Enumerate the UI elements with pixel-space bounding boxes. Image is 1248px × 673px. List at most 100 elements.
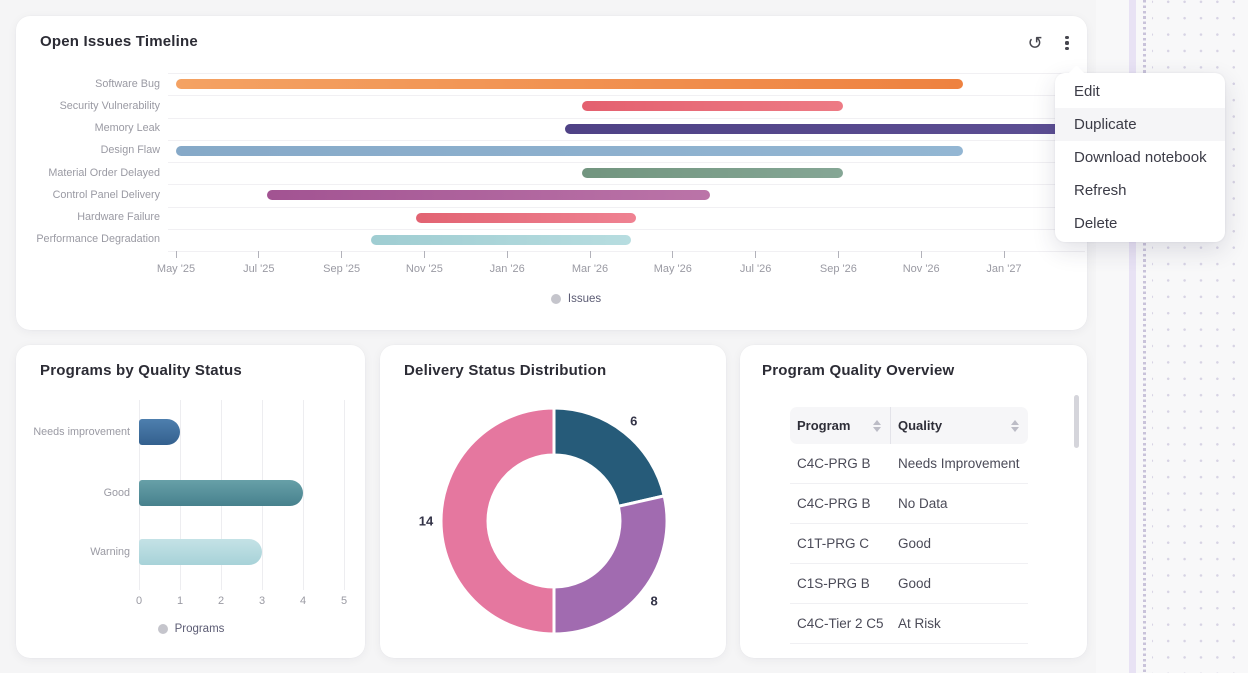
table-row: C1S-PRG B Good [790,564,1028,604]
timeline-bar-material-order-delayed[interactable] [581,168,843,179]
cell-program: C4C-PRG B [797,456,871,471]
timeline-bar-design-flaw[interactable] [176,145,963,156]
timeline-bar-security-vulnerability[interactable] [581,101,843,112]
timeline-axis-tick [755,251,757,258]
timeline-row-separator [168,184,1085,186]
sort-icon[interactable] [1011,419,1019,432]
timeline-bar-memory-leak[interactable] [565,123,1085,134]
donut-slice-6[interactable] [552,406,666,508]
timeline-axis-tick [341,251,343,258]
cell-quality: At Risk [898,616,941,631]
donut-value-label: 8 [650,593,657,608]
panel-title: Programs by Quality Status [40,362,242,379]
program-quality-overview-panel: Program Quality Overview Program Quality … [740,345,1087,658]
programs-category-label: Good [103,487,130,499]
programs-category-label: Warning [90,546,130,558]
program-quality-table: Program Quality C4C-PRG B Needs Improvemen… [790,407,1028,644]
programs-legend[interactable]: Programs [116,623,266,635]
timeline-row-separator [168,251,1085,252]
canvas-accent-strip [1129,0,1136,673]
kebab-menu-button[interactable] [1058,31,1076,55]
timeline-row-separator [168,117,1085,119]
column-header-program[interactable]: Program [790,407,890,444]
timeline-axis-tick [175,251,177,258]
timeline-bar-control-panel-delivery[interactable] [267,190,711,201]
programs-gridline [344,400,345,590]
programs-axis-label: 1 [176,595,184,607]
table-header: Program Quality [790,407,1028,444]
timeline-axis-label: Sep '26 [819,263,857,275]
programs-bar-good[interactable] [139,480,303,506]
table-row: C1T-PRG C Good [790,524,1028,564]
menu-item-duplicate[interactable]: Duplicate [1055,108,1225,141]
programs-axis-label: 4 [299,595,307,607]
timeline-axis-label: Jul '26 [739,263,772,275]
panel-title: Open Issues Timeline [40,33,198,50]
cell-quality: Good [898,576,932,591]
menu-item-download-notebook[interactable]: Download notebook [1074,149,1207,166]
cell-program: C4C-Tier 2 C5 [797,616,884,631]
timeline-row-separator [168,95,1085,97]
timeline-axis-label: Nov '26 [902,263,940,275]
refresh-button[interactable]: ↺ [1022,30,1048,56]
timeline-axis-tick [920,251,922,258]
column-header-quality[interactable]: Quality [890,407,1028,444]
column-header-label: Quality [898,418,943,433]
cell-quality: Needs Improvement [898,456,1020,471]
context-menu: Edit Duplicate Download notebook Refresh Del… [1055,65,1225,242]
timeline-axis-label: Sep '25 [323,263,361,275]
timeline-row-label: Design Flaw [100,144,160,157]
menu-item-delete[interactable]: Delete [1074,215,1118,232]
sort-asc-icon [873,419,881,425]
timeline-axis-label: Jan '26 [489,263,525,275]
table-row: C4C-PRG B No Data [790,484,1028,524]
programs-category-label: Needs improvement [33,426,130,438]
programs-axis-label: 5 [340,595,348,607]
table-scrollbar[interactable] [1074,395,1079,448]
timeline-row-label: Hardware Failure [77,211,160,224]
donut-slice-14[interactable] [439,406,556,636]
timeline-row-label: Memory Leak [94,122,160,135]
timeline-row-label: Performance Degradation [36,233,160,246]
sort-icon[interactable] [873,419,881,432]
timeline-row-label: Security Vulnerability [59,99,160,112]
kebab-icon [1065,35,1069,40]
programs-bar-needs-improvement[interactable] [139,419,180,445]
table-body: C4C-PRG B Needs Improvement C4C-PRG B No Da… [790,444,1028,644]
timeline-row-separator [168,73,1085,74]
timeline-axis-tick [506,251,508,258]
open-issues-timeline-panel: Open Issues Timeline ↺ Software Bug Secur… [16,16,1087,330]
donut-slice-8[interactable] [552,494,669,636]
timeline-row-separator [168,228,1085,230]
table-row: C4C-Tier 2 C5 At Risk [790,604,1028,644]
timeline-axis-tick [258,251,260,258]
timeline-axis-tick [1003,251,1005,258]
timeline-axis-label: Mar '26 [571,263,609,275]
legend-dot-icon [550,294,561,304]
legend-label: Issues [567,293,602,305]
panel-drag-handle[interactable] [1143,0,1146,673]
timeline-bar-hardware-failure[interactable] [416,212,636,223]
timeline-legend[interactable]: Issues [496,293,656,305]
panel-title: Program Quality Overview [762,362,955,379]
timeline-axis-tick [672,251,674,258]
menu-item-edit[interactable]: Edit [1074,83,1100,100]
timeline-bar-software-bug[interactable] [176,79,963,90]
programs-by-quality-panel: Programs by Quality Status 0 1 2 3 4 5 Needs i… [16,345,365,658]
timeline-bar-performance-degradation[interactable] [370,234,632,245]
timeline-axis-tick [423,251,425,258]
menu-item-refresh[interactable]: Refresh [1074,182,1127,199]
programs-bar-warning[interactable] [139,539,262,565]
cell-program: C4C-PRG B [797,496,871,511]
donut-value-label: 6 [630,413,637,428]
programs-axis-label: 3 [258,595,266,607]
timeline-axis-label: May '25 [156,263,196,275]
timeline-row-separator [168,206,1085,208]
sort-desc-icon [1011,426,1019,432]
timeline-row-label: Material Order Delayed [48,166,160,179]
timeline-axis-label: Nov '25 [405,263,443,275]
cell-program: C1S-PRG B [797,576,870,591]
timeline-row-separator [168,162,1085,163]
timeline-axis-tick [837,251,839,258]
